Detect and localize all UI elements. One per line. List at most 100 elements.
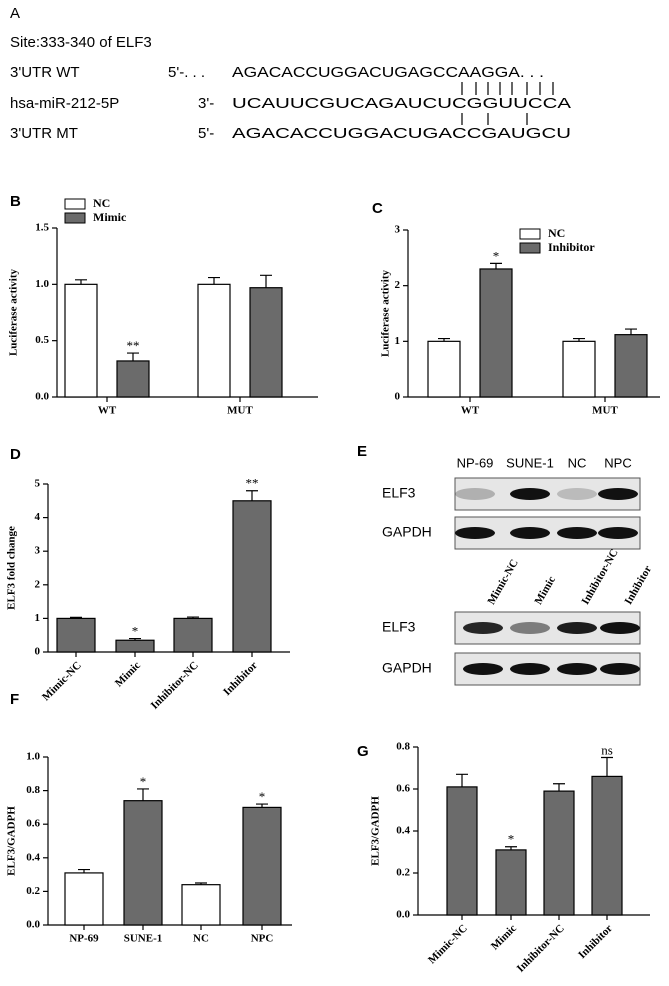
error-bar — [601, 756, 613, 777]
band — [557, 622, 597, 634]
y-axis-label: ELF3 fold change — [6, 526, 18, 610]
x-tick-label: Mimic — [489, 922, 519, 952]
row-label: ELF3 — [382, 485, 416, 501]
x-tick-label: Mimic-NC — [426, 922, 470, 966]
band — [557, 488, 597, 500]
y-axis-label: ELF3/GADPH — [370, 796, 382, 866]
x-tick-label: WT — [98, 405, 117, 417]
y-tick-label: 0.6 — [396, 783, 410, 795]
bar — [427, 340, 461, 398]
y-tick-label: 0 — [35, 646, 41, 658]
bar — [232, 500, 272, 653]
significance: ns — [601, 742, 613, 757]
bar — [242, 806, 282, 926]
band — [510, 488, 550, 500]
band — [557, 663, 597, 675]
lane-label: NC — [568, 455, 587, 470]
lane-label: NPC — [604, 455, 631, 470]
bar — [614, 334, 648, 398]
band — [598, 527, 638, 539]
significance: ** — [246, 476, 259, 491]
error-bar — [129, 637, 141, 641]
legend-swatch — [64, 198, 86, 210]
y-tick-label: 0.0 — [396, 909, 410, 921]
y-tick-label: 2 — [395, 279, 401, 291]
lane-label: Mimic — [532, 574, 558, 607]
legend-label: Inhibitor — [548, 240, 595, 254]
x-tick-label: Inhibitor-NC — [149, 659, 201, 711]
error-bar — [187, 616, 199, 619]
y-tick-label: 0 — [395, 391, 401, 403]
legend-label: Mimic — [93, 210, 127, 224]
band — [598, 488, 638, 500]
band — [455, 488, 495, 500]
lane-label: NP-69 — [457, 455, 494, 470]
error-bar — [137, 788, 149, 801]
panel-label: G — [357, 743, 369, 760]
band — [463, 622, 503, 634]
x-tick-label: MUT — [592, 405, 618, 417]
panel-label: A — [10, 5, 20, 22]
prime: 5'-. . . — [168, 64, 205, 81]
y-axis-label: ELF3/GADPH — [6, 806, 18, 876]
panel-label: D — [10, 446, 21, 463]
lane-label: Inhibitor — [622, 564, 654, 607]
western-blots: NP-69 SUNE-1 NC NPC ELF3 GAPDH Mimic-NC Mimic In… — [382, 455, 654, 686]
y-tick-label: 1 — [395, 335, 401, 347]
band — [557, 527, 597, 539]
significance: ** — [127, 338, 140, 353]
y-tick-label: 3 — [35, 545, 41, 557]
significance: * — [508, 832, 515, 847]
y-tick-label: 0.4 — [396, 825, 410, 837]
y-tick-label: 0.2 — [396, 867, 410, 879]
row-label: GAPDH — [382, 524, 432, 540]
x-tick-label: NP-69 — [69, 933, 99, 945]
significance: * — [132, 624, 139, 639]
band — [510, 663, 550, 675]
y-tick-label: 0.8 — [396, 741, 410, 753]
sequence: AGACACCUGGACUGAGCCAAGGA. . . — [232, 64, 544, 81]
bar — [479, 268, 513, 398]
y-tick-label: 0.6 — [26, 818, 40, 830]
row-label: GAPDH — [382, 660, 432, 676]
lane-label: Inhibitor-NC — [579, 547, 620, 607]
y-tick-label: 0.4 — [26, 851, 40, 863]
error-bar — [438, 337, 450, 342]
y-tick-label: 0.2 — [26, 885, 40, 897]
lane-label: Mimic-NC — [485, 557, 520, 606]
pairing-lines — [461, 82, 554, 125]
bar — [197, 283, 231, 398]
x-tick-label: Inhibitor-NC — [515, 922, 567, 974]
row-label: 3'UTR WT — [10, 64, 80, 81]
band — [510, 527, 550, 539]
bar — [562, 340, 596, 398]
bar — [249, 287, 283, 398]
error-bar — [256, 803, 268, 808]
y-tick-label: 1.0 — [35, 278, 49, 290]
prime: 5'- — [198, 125, 214, 142]
bar — [591, 775, 623, 916]
band — [510, 622, 550, 634]
bar — [64, 872, 104, 926]
lane-label: SUNE-1 — [506, 455, 554, 470]
bar — [495, 849, 527, 916]
error-bar — [246, 490, 258, 501]
sequence: AGACACCUGGACUGACCGAUGCU — [232, 125, 571, 142]
panel-label: C — [372, 200, 383, 217]
x-tick-label: Mimic — [113, 659, 143, 689]
error-bar — [75, 279, 87, 285]
y-tick-label: 3 — [395, 224, 401, 236]
x-tick-label: NPC — [251, 933, 274, 945]
error-bar — [127, 352, 139, 361]
y-axis-label: Luciferase activity — [8, 268, 20, 356]
y-tick-label: 1.5 — [35, 222, 49, 234]
error-bar — [456, 773, 468, 787]
x-tick-label: Inhibitor — [576, 922, 615, 961]
row-label: hsa-miR-212-5P — [10, 95, 119, 112]
y-tick-label: 4 — [35, 511, 41, 523]
legend-label: NC — [93, 196, 110, 210]
bar — [64, 283, 98, 398]
error-bar — [195, 882, 207, 885]
x-tick-label: NC — [193, 933, 209, 945]
